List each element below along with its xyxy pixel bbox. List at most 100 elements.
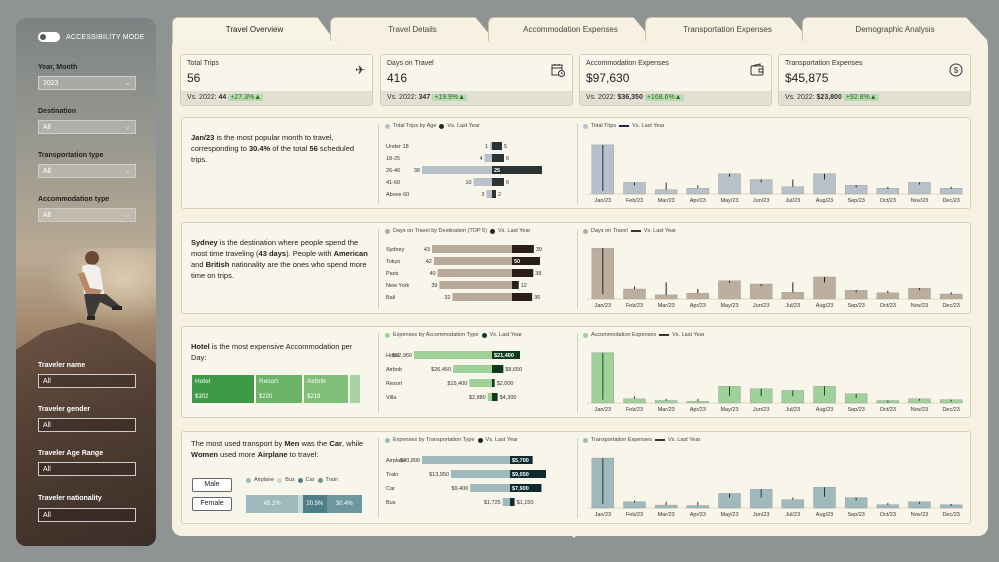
destination-select[interactable]: All ⌄ <box>38 120 136 134</box>
insight-fragment: , while <box>341 439 364 448</box>
tab-travel-details[interactable]: Travel Details <box>330 17 495 41</box>
column-bar <box>749 283 773 300</box>
legend-dot <box>246 477 251 483</box>
bar-last-year <box>512 281 519 289</box>
traveler-name-input[interactable]: All <box>38 374 136 388</box>
tab-accommodation-expenses[interactable]: Accommodation Expenses <box>488 17 653 41</box>
month-tick-label: Jul/23 <box>785 198 800 204</box>
value-label-current: $13,950 <box>429 472 449 478</box>
value-label-current: 42 <box>426 259 432 265</box>
insight-text-days: Sydney is the destination where people s… <box>191 237 369 281</box>
bar-current <box>437 269 512 277</box>
bar-last-year <box>492 190 496 198</box>
divider <box>577 229 578 309</box>
legend-dot <box>583 437 588 443</box>
month-tick-label: Jan/23 <box>595 407 612 413</box>
year-month-select[interactable]: 2023 ⌄ <box>38 76 136 90</box>
month-tick-label: Jan/23 <box>595 198 612 204</box>
legend-label: Expenses by Accommodation Type <box>393 332 479 338</box>
column-bar <box>876 188 900 195</box>
legend-label: Transportation Expenses <box>591 437 652 443</box>
value-label-current: 1 <box>485 144 488 150</box>
accommodation-type-label: Accommodation type <box>38 196 110 203</box>
category-label: Hotel <box>386 353 399 359</box>
kpi-title: Transportation Expenses <box>785 60 863 67</box>
value-label-last-year: 2 <box>498 192 501 198</box>
male-button[interactable]: Male <box>192 478 232 492</box>
treemap-tile-hotel[interactable]: Hotel $302 <box>192 375 254 403</box>
column-bar <box>686 401 710 404</box>
insight-fragment: used more <box>217 450 258 459</box>
accessibility-mode-toggle[interactable]: ACCESSIBILITY MODE <box>38 32 145 42</box>
column-bar <box>623 501 646 509</box>
accommodation-type-select[interactable]: All ⌄ <box>38 208 136 222</box>
bar-current <box>422 456 510 464</box>
legend-label: Days on Travel <box>591 228 628 234</box>
legend-label: Vs. Last Year <box>672 332 705 338</box>
treemap-tile-resort[interactable]: Resort $220 <box>256 375 302 403</box>
category-label: Airplane <box>386 458 406 464</box>
panel-days: Sydney is the destination where people s… <box>181 222 971 314</box>
female-button[interactable]: Female <box>192 497 232 511</box>
category-label: Under 18 <box>386 144 409 150</box>
legend-line <box>659 334 670 336</box>
panel-trips: Jan/23 is the most popular month to trav… <box>181 117 971 209</box>
treemap-tile-villa[interactable] <box>350 375 360 403</box>
month-tick-label: Jun/23 <box>753 407 770 413</box>
column-bar <box>718 280 741 300</box>
month-tick-label: May/23 <box>720 303 738 309</box>
treemap-tile-airbnb[interactable]: Airbnb $219 <box>304 375 348 403</box>
month-tick-label: Jun/23 <box>753 198 770 204</box>
traveler-name-label: Traveler name <box>38 362 86 369</box>
transportation-bar-chart: Airplane$20,800 $5,700 Train $13,950 $9,050 C… <box>386 456 546 506</box>
legend-label: Accommodation Expenses <box>591 332 657 338</box>
legend-dot <box>583 123 588 129</box>
monthly-days-chart: Jan/23 Feb/23 Mar/23 Apr/23 May/23 Jun/23 Jul/… <box>587 248 963 309</box>
month-tick-label: Aug/23 <box>816 512 833 518</box>
month-tick-label: Feb/23 <box>626 407 643 413</box>
year-month-value: 2023 <box>43 80 59 87</box>
bar-current <box>484 154 492 162</box>
divider <box>577 333 578 413</box>
tab-travel-overview[interactable]: Travel Overview <box>172 17 337 44</box>
traveler-photo-figure <box>78 251 122 320</box>
value-label-last-year: 12 <box>521 283 527 289</box>
column-bar <box>654 189 678 195</box>
month-tick-label: Oct/23 <box>880 407 896 413</box>
value-label-current: 39 <box>431 283 437 289</box>
traveler-age-range-input[interactable]: All <box>38 462 136 476</box>
column-bar <box>654 504 678 509</box>
value-label-current: $26,450 <box>431 367 451 373</box>
divider <box>378 229 379 309</box>
tab-demographic-analysis[interactable]: Demographic Analysis <box>802 17 988 41</box>
category-label: Train <box>386 472 398 478</box>
month-tick-label: Apr/23 <box>690 407 706 413</box>
column-bar <box>781 292 805 300</box>
chevron-down-icon: ⌄ <box>124 78 131 87</box>
accommodation-chart-legend: Expenses by Accommodation Type Vs. Last Y… <box>385 332 522 338</box>
kpi-comparison: Vs. 2022: $23,800 +92.8%▲ <box>779 91 970 105</box>
column-bar <box>781 499 805 509</box>
month-tick-label: Aug/23 <box>816 303 833 309</box>
transportation-type-select[interactable]: All ⌄ <box>38 164 136 178</box>
bar-current <box>487 393 492 401</box>
tab-transportation-expenses[interactable]: Transportation Expenses <box>645 17 810 41</box>
traveler-gender-input[interactable]: All <box>38 418 136 432</box>
month-tick-label: Oct/23 <box>880 198 896 204</box>
legend-dot <box>489 228 495 234</box>
value-label-last-year: 5 <box>504 144 507 150</box>
canvas-notch <box>568 532 580 538</box>
column-bar <box>939 293 963 300</box>
value-label-current: 4 <box>480 156 483 162</box>
stack-segment-0: 45.2% <box>246 495 299 513</box>
insight-fragment: is the most popular month to travel, cor… <box>191 133 334 153</box>
traveler-nationality-input[interactable]: All <box>38 508 136 522</box>
month-tick-label: Aug/23 <box>816 198 833 204</box>
accessibility-mode-label: ACCESSIBILITY MODE <box>66 33 145 41</box>
age-bar-chart: Under 18 1 5 18-25 4 6 26-40 38 25 41-60 10 6 Above … <box>386 142 542 198</box>
dollar-circle-icon: $ <box>949 63 963 80</box>
month-tick-label: Mar/23 <box>658 303 675 309</box>
month-tick-label: May/23 <box>720 198 738 204</box>
accommodation-treemap: Hotel $302 Resort $220 Airbnb $219 <box>192 375 360 403</box>
legend-label: Airplane <box>254 477 275 483</box>
